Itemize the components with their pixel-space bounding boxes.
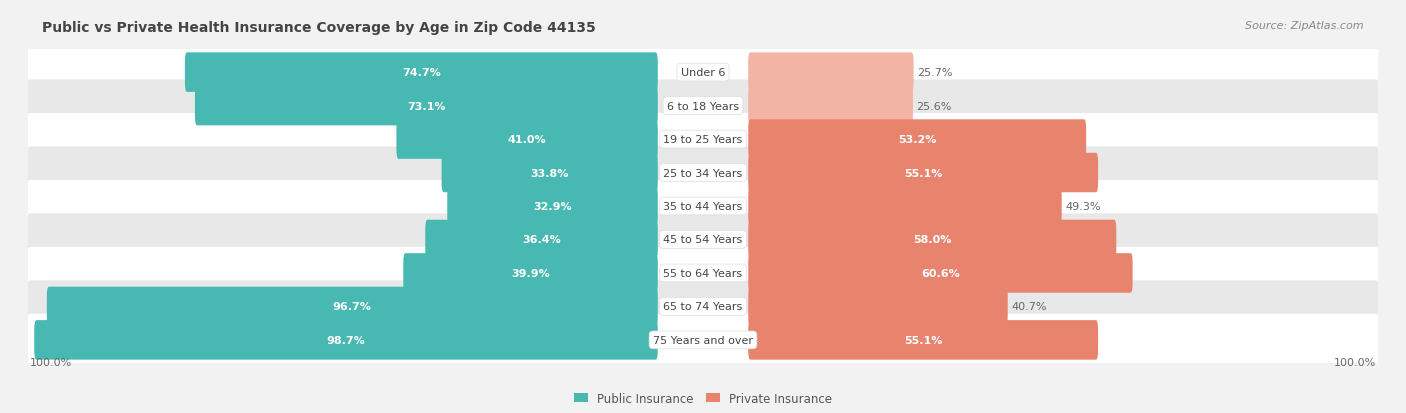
FancyBboxPatch shape <box>441 153 658 193</box>
Text: 65 to 74 Years: 65 to 74 Years <box>664 301 742 312</box>
Text: 40.7%: 40.7% <box>1011 301 1046 312</box>
Text: 32.9%: 32.9% <box>533 202 572 211</box>
FancyBboxPatch shape <box>195 87 658 126</box>
Text: 33.8%: 33.8% <box>530 168 569 178</box>
Text: 41.0%: 41.0% <box>508 135 547 145</box>
Text: 25.6%: 25.6% <box>917 101 952 112</box>
Text: 39.9%: 39.9% <box>512 268 550 278</box>
Text: 49.3%: 49.3% <box>1066 202 1101 211</box>
FancyBboxPatch shape <box>28 314 1378 366</box>
FancyBboxPatch shape <box>28 214 1378 266</box>
FancyBboxPatch shape <box>28 247 1378 299</box>
FancyBboxPatch shape <box>748 254 1133 293</box>
FancyBboxPatch shape <box>28 47 1378 99</box>
Text: 96.7%: 96.7% <box>333 301 371 312</box>
FancyBboxPatch shape <box>447 187 658 226</box>
FancyBboxPatch shape <box>748 53 914 93</box>
Text: Public vs Private Health Insurance Coverage by Age in Zip Code 44135: Public vs Private Health Insurance Cover… <box>42 21 596 35</box>
Text: 53.2%: 53.2% <box>898 135 936 145</box>
Text: 36.4%: 36.4% <box>522 235 561 245</box>
Text: 98.7%: 98.7% <box>326 335 366 345</box>
Text: 25 to 34 Years: 25 to 34 Years <box>664 168 742 178</box>
Text: 100.0%: 100.0% <box>30 357 72 367</box>
Text: 35 to 44 Years: 35 to 44 Years <box>664 202 742 211</box>
Text: 19 to 25 Years: 19 to 25 Years <box>664 135 742 145</box>
FancyBboxPatch shape <box>748 87 912 126</box>
Text: 55.1%: 55.1% <box>904 168 942 178</box>
FancyBboxPatch shape <box>425 220 658 260</box>
Text: 55.1%: 55.1% <box>904 335 942 345</box>
Text: 73.1%: 73.1% <box>408 101 446 112</box>
Legend: Public Insurance, Private Insurance: Public Insurance, Private Insurance <box>574 392 832 405</box>
FancyBboxPatch shape <box>46 287 658 326</box>
Text: 60.6%: 60.6% <box>921 268 960 278</box>
Text: Source: ZipAtlas.com: Source: ZipAtlas.com <box>1246 21 1364 31</box>
FancyBboxPatch shape <box>396 120 658 159</box>
FancyBboxPatch shape <box>28 80 1378 133</box>
FancyBboxPatch shape <box>748 187 1062 226</box>
Text: 58.0%: 58.0% <box>912 235 952 245</box>
FancyBboxPatch shape <box>28 114 1378 166</box>
FancyBboxPatch shape <box>28 280 1378 333</box>
Text: Under 6: Under 6 <box>681 68 725 78</box>
FancyBboxPatch shape <box>404 254 658 293</box>
FancyBboxPatch shape <box>748 120 1087 159</box>
FancyBboxPatch shape <box>748 320 1098 360</box>
Text: 74.7%: 74.7% <box>402 68 440 78</box>
Text: 100.0%: 100.0% <box>1334 357 1376 367</box>
Text: 45 to 54 Years: 45 to 54 Years <box>664 235 742 245</box>
FancyBboxPatch shape <box>748 153 1098 193</box>
FancyBboxPatch shape <box>34 320 658 360</box>
FancyBboxPatch shape <box>28 180 1378 233</box>
FancyBboxPatch shape <box>748 287 1008 326</box>
FancyBboxPatch shape <box>184 53 658 93</box>
Text: 6 to 18 Years: 6 to 18 Years <box>666 101 740 112</box>
Text: 55 to 64 Years: 55 to 64 Years <box>664 268 742 278</box>
Text: 75 Years and over: 75 Years and over <box>652 335 754 345</box>
FancyBboxPatch shape <box>28 147 1378 199</box>
Text: 25.7%: 25.7% <box>917 68 952 78</box>
FancyBboxPatch shape <box>748 220 1116 260</box>
